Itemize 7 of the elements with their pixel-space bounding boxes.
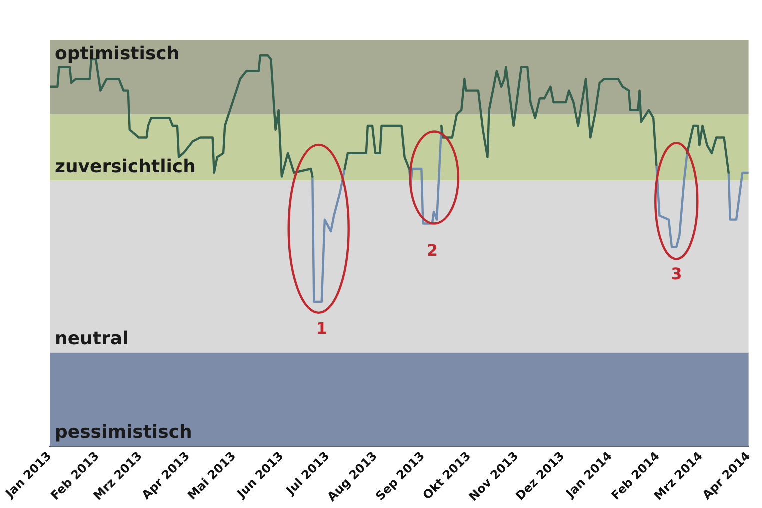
- annotation: 2: [426, 240, 438, 260]
- band-label: pessimistisch: [55, 422, 192, 444]
- band-label: neutral: [55, 328, 129, 350]
- band-label: zuversichtlich: [55, 156, 196, 178]
- annotation: 1: [316, 319, 328, 338]
- annotation: 3: [671, 264, 682, 284]
- band-label: optimistisch: [55, 44, 180, 65]
